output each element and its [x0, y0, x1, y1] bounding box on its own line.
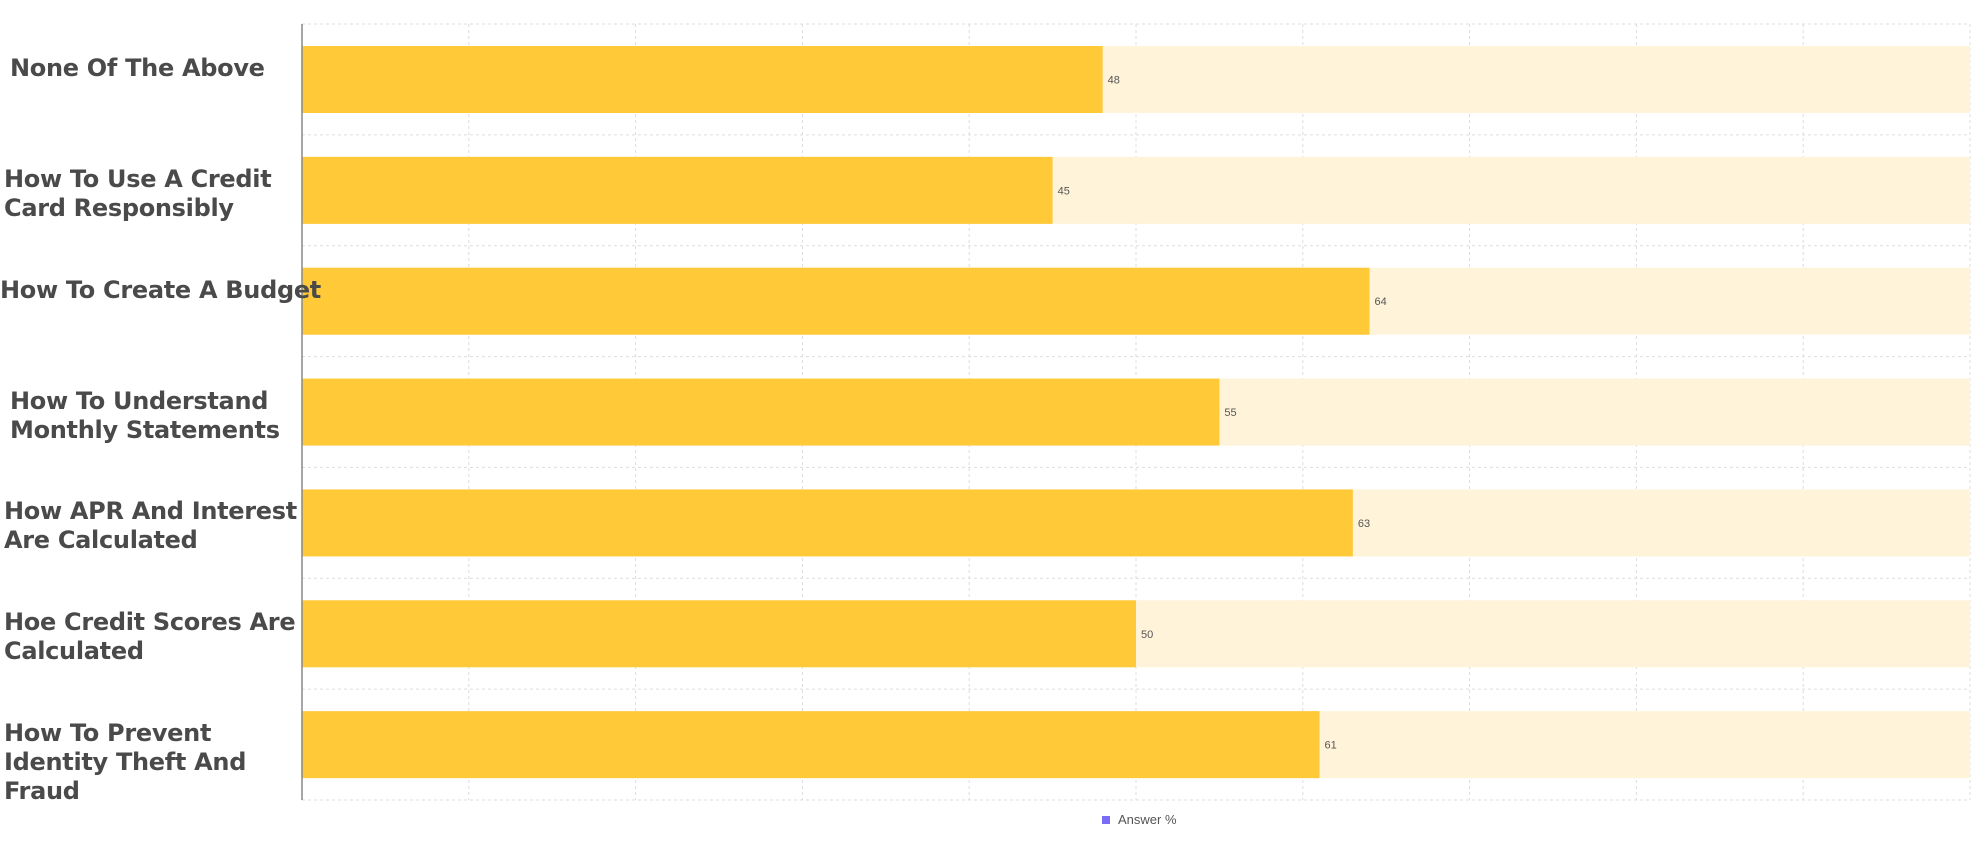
bar [302, 711, 1320, 779]
data-label: 45 [1058, 185, 1070, 197]
category-label: How To Use A Credit Card Responsibly [4, 164, 272, 222]
bar [302, 600, 1136, 668]
bar [302, 378, 1220, 446]
data-label: 50 [1141, 629, 1153, 641]
legend: Answer % [1102, 812, 1177, 827]
data-label: 48 [1108, 75, 1120, 87]
legend-label: Answer % [1118, 812, 1177, 827]
category-label: How To Understand Monthly Statements [10, 386, 280, 444]
bar [302, 489, 1353, 557]
data-label: 55 [1224, 407, 1236, 419]
bar [302, 46, 1103, 113]
data-label: 63 [1358, 518, 1370, 530]
category-label: How To Create A Budget [0, 275, 321, 304]
bar [302, 267, 1370, 335]
bar [302, 156, 1053, 224]
legend-marker [1102, 815, 1110, 824]
data-label: 61 [1324, 740, 1336, 752]
data-label: 64 [1375, 296, 1387, 308]
category-label: How To Prevent Identity Theft And Fraud [4, 719, 247, 806]
category-label: How APR And Interest Are Calculated [4, 497, 297, 555]
category-label: None Of The Above [10, 54, 265, 82]
category-label: Hoe Credit Scores Are Calculated [4, 608, 296, 666]
